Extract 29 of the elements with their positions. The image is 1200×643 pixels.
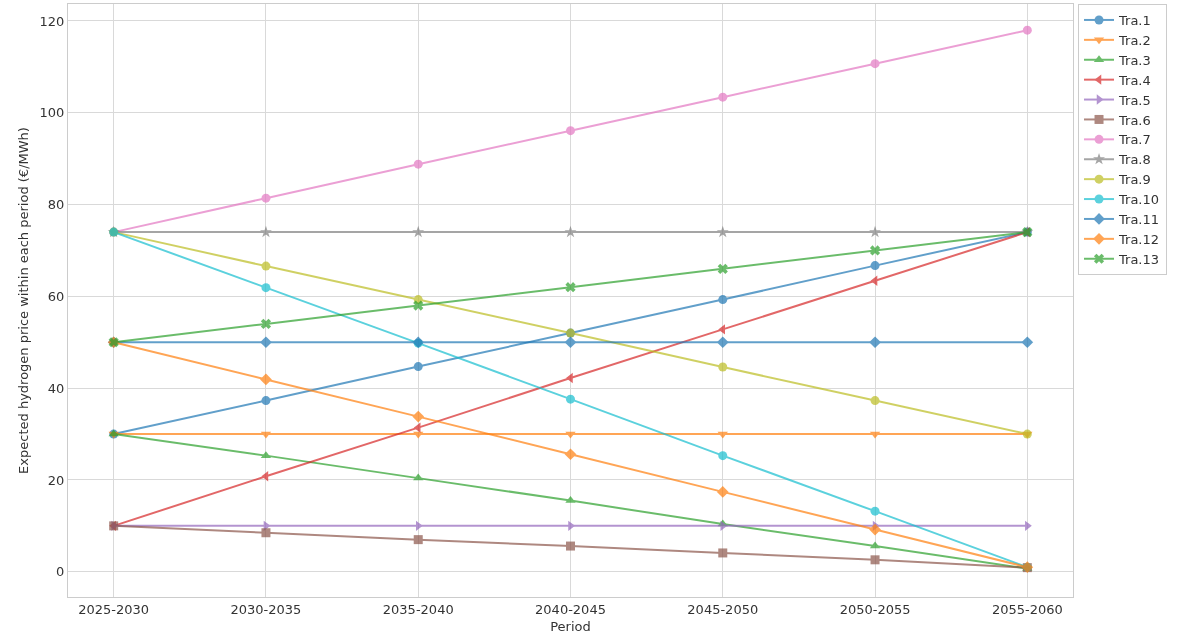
x-tick-label: 2035-2040	[382, 601, 454, 617]
x-tick-label: 2055-2060	[991, 601, 1063, 617]
y-tick-label: 120	[39, 13, 65, 29]
x-tick-label: 2045-2050	[687, 601, 759, 617]
legend-label: Tra.8	[1118, 152, 1151, 168]
legend-label: Tra.6	[1118, 112, 1151, 128]
legend-label: Tra.12	[1118, 231, 1160, 247]
x-tick-label: 2025-2030	[78, 601, 150, 617]
legend-label: Tra.7	[1118, 132, 1151, 148]
y-tick-label: 100	[39, 105, 65, 121]
y-tick-label: 80	[47, 197, 65, 213]
x-axis-title: Period	[550, 619, 591, 635]
y-tick-label: 40	[47, 380, 65, 396]
legend-label: Tra.1	[1118, 13, 1151, 29]
x-tick-label: 2050-2055	[839, 601, 911, 617]
legend-label: Tra.5	[1118, 92, 1151, 108]
x-tick-label: 2040-2045	[535, 601, 606, 617]
legend-label: Tra.11	[1118, 212, 1160, 228]
y-tick-label: 20	[47, 472, 65, 488]
y-axis-title: Expected hydrogen price within each period (€/MWh)	[15, 127, 31, 474]
legend-label: Tra.2	[1118, 32, 1151, 48]
legend-label: Tra.9	[1118, 172, 1151, 188]
x-tick-label: 2030-2035	[230, 601, 302, 617]
y-tick-label: 60	[47, 288, 65, 304]
legend-label: Tra.3	[1118, 52, 1151, 68]
legend-label: Tra.4	[1118, 72, 1151, 88]
legend-label: Tra.10	[1118, 192, 1160, 208]
legend-label: Tra.13	[1118, 251, 1160, 267]
y-tick-label: 0	[56, 564, 65, 580]
